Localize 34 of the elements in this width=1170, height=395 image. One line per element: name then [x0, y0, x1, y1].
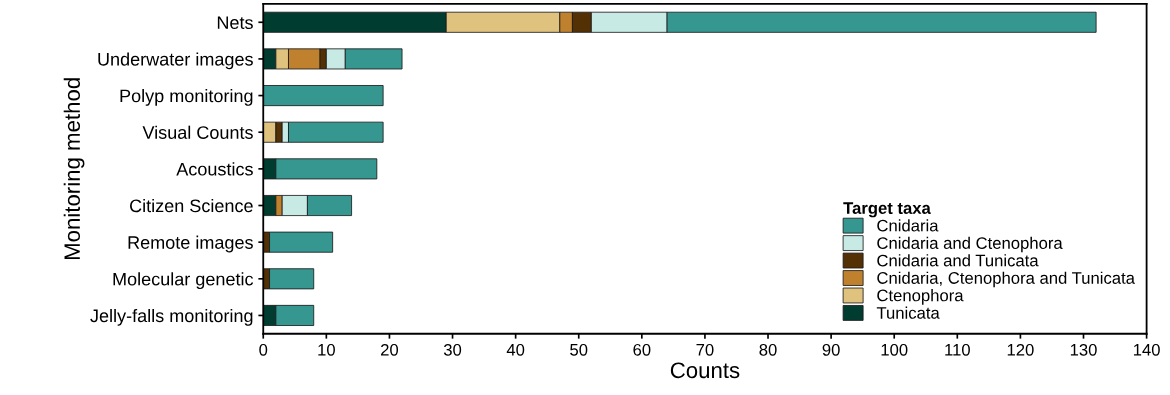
legend-label: Cnidaria and Ctenophora — [877, 236, 1063, 253]
x-tick-label: 10 — [318, 343, 335, 356]
x-tick-label: 50 — [570, 343, 588, 356]
legend-label: Tunicata — [876, 306, 940, 319]
legend-label: Ctenophora — [877, 289, 964, 305]
y-tick-label: Nets — [217, 16, 253, 29]
y-tick-label: Underwater images — [98, 52, 253, 70]
y-tick-label: Remote images — [128, 235, 253, 253]
y-tick-label: Citizen Science — [130, 198, 253, 213]
y-tick-label: Polyp monitoring — [120, 89, 253, 106]
x-tick-label: 30 — [443, 343, 462, 356]
y-tick-label: Acoustics — [176, 162, 253, 176]
legend-label: Cnidaria — [877, 219, 939, 232]
x-tick-label: 110 — [945, 343, 970, 356]
x-tick-label: 130 — [1070, 343, 1097, 356]
x-tick-label: 60 — [633, 343, 651, 356]
x-tick-label: 20 — [381, 343, 399, 356]
x-axis-title: Counts — [670, 362, 740, 379]
bar — [263, 85, 384, 107]
y-tick-label: Visual Counts — [142, 125, 253, 139]
legend-title: Target taxa — [843, 202, 931, 218]
x-tick-label: 100 — [881, 343, 908, 356]
x-tick-label: 40 — [506, 343, 525, 356]
legend-label: Cnidaria and Tunicata — [877, 254, 1039, 267]
x-tick-label: 140 — [1133, 343, 1160, 356]
x-tick-label: 90 — [822, 343, 840, 356]
y-axis-title: Monitoring method — [63, 78, 85, 260]
x-tick-label: 70 — [696, 343, 714, 356]
legend-label: Cnidaria, Ctenophora and Tunicata — [877, 271, 1135, 288]
y-tick-label: Jelly-falls monitoring — [90, 308, 253, 326]
x-tick-label: 120 — [1007, 343, 1034, 356]
x-tick-label: 0 — [259, 343, 268, 356]
x-tick-label: 80 — [759, 343, 777, 356]
y-tick-label: Molecular genetic — [113, 272, 254, 290]
